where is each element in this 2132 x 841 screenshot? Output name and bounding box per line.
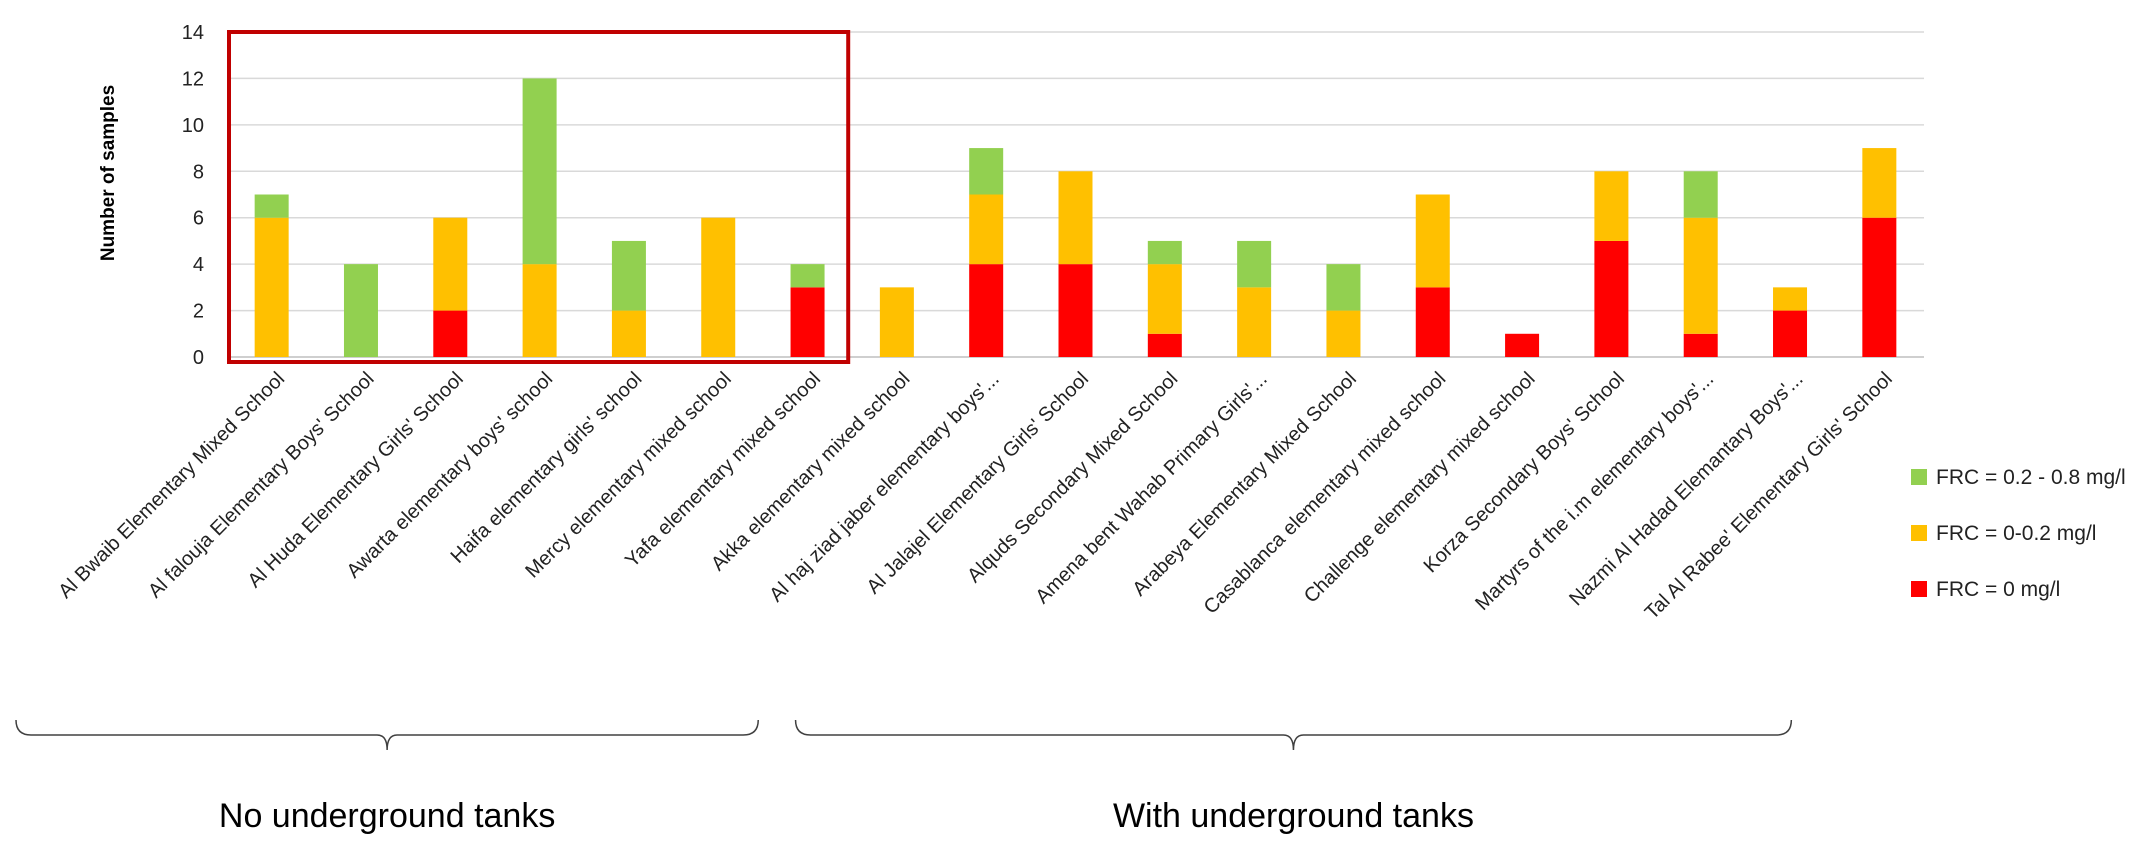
y-axis-label: Number of samples [98, 85, 119, 261]
y-tick-label: 10 [182, 115, 204, 137]
bar-segment [1326, 264, 1361, 311]
bar-segment [969, 264, 1004, 357]
legend: FRC = 0.2 - 0.8 mg/l FRC = 0-0.2 mg/l FRC … [1911, 466, 2126, 601]
bar-segment [1773, 287, 1808, 311]
bar-segment [1237, 287, 1272, 357]
bar-segment [522, 78, 557, 265]
bar-segment [254, 217, 289, 357]
bar-segment [1415, 287, 1450, 357]
legend-label: FRC = 0.2 - 0.8 mg/l [1936, 466, 2126, 489]
bar-segment [1058, 171, 1093, 265]
x-tick-label: Yafa elementary mixed school [621, 368, 825, 572]
bar-segment [701, 217, 736, 357]
highlight-rectangle [227, 30, 851, 364]
y-tick-label: 6 [193, 208, 204, 230]
y-tick-label: 0 [193, 347, 204, 369]
bar-segment [1326, 310, 1361, 357]
bar-segment [522, 264, 557, 357]
bar-segment [1683, 217, 1718, 334]
bar-segment [1773, 310, 1808, 357]
bar-segment [1147, 240, 1182, 265]
bar-segment [879, 287, 914, 357]
x-tick-label: Haifa elementary girls' school [447, 368, 647, 568]
legend-swatch [1911, 581, 1927, 597]
bar-segment [790, 264, 825, 288]
bar-segment [1505, 333, 1540, 357]
group-label: With underground tanks [1113, 797, 1474, 835]
bar-segment [969, 194, 1004, 265]
bar-segment [1683, 171, 1718, 218]
group-brace [794, 719, 1793, 751]
bar-segment [790, 287, 825, 357]
bar-segment [611, 240, 646, 311]
bar-segment [1058, 264, 1093, 357]
bar-segment [343, 264, 378, 357]
y-tick-label: 4 [193, 254, 204, 276]
bar-segment [1147, 264, 1182, 334]
y-tick-label: 12 [182, 68, 204, 90]
legend-swatch [1911, 525, 1927, 541]
group-braces: No underground tanks With underground tan… [15, 719, 1793, 835]
bar-segment [254, 194, 289, 218]
legend-swatch [1911, 469, 1927, 485]
legend-label: FRC = 0 mg/l [1936, 578, 2060, 601]
bar-segment [433, 310, 468, 357]
bars [254, 78, 1897, 357]
bar-segment [1237, 240, 1272, 288]
bar-segment [1862, 148, 1897, 218]
y-tick-label: 8 [193, 161, 204, 183]
highlight-box [227, 30, 851, 364]
bar-segment [1594, 240, 1629, 357]
bar-segment [969, 148, 1004, 195]
y-tick-label: 2 [193, 301, 204, 323]
y-tick-labels: 0 2 4 6 8 10 12 14 [182, 22, 204, 369]
group-label: No underground tanks [219, 797, 555, 835]
group-brace [15, 719, 759, 751]
bar-segment [1147, 333, 1182, 357]
bar-segment [1862, 217, 1897, 357]
y-tick-label: 14 [182, 22, 204, 44]
bar-segment [1415, 194, 1450, 288]
bar-segment [1594, 171, 1629, 241]
legend-label: FRC = 0-0.2 mg/l [1936, 522, 2096, 545]
bar-segment [433, 217, 468, 311]
bar-segment [1683, 333, 1718, 357]
bar-segment [611, 310, 646, 357]
